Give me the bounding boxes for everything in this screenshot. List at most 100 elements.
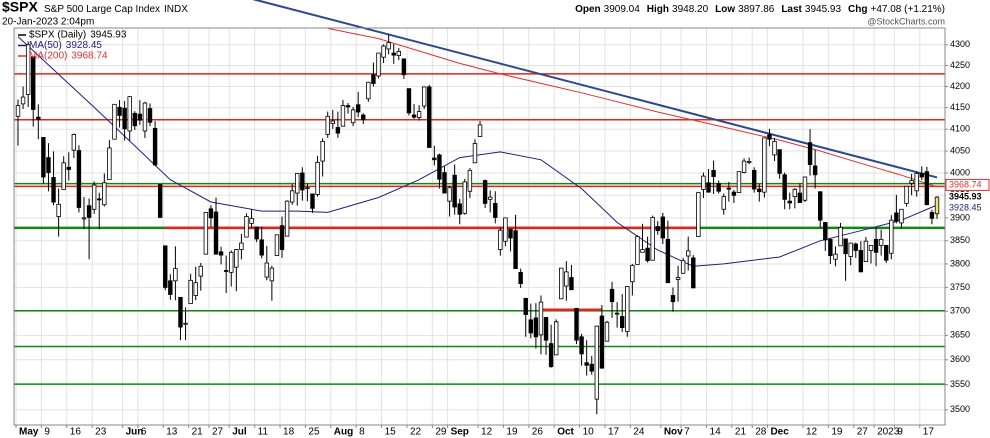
candle-body bbox=[594, 325, 600, 400]
candle-body bbox=[574, 307, 579, 341]
candle-body bbox=[218, 251, 224, 256]
candle-body bbox=[457, 203, 462, 215]
moving-average bbox=[17, 36, 938, 267]
candle-body bbox=[244, 216, 249, 238]
candle-body bbox=[746, 161, 752, 163]
candle-body bbox=[102, 182, 107, 206]
candle-body bbox=[828, 238, 833, 256]
y-tick-label: 3650 bbox=[950, 330, 970, 340]
candle-body bbox=[315, 161, 320, 195]
candle-body bbox=[548, 343, 554, 368]
candle-body bbox=[919, 173, 924, 178]
x-tick-label: 7 bbox=[684, 427, 690, 438]
quote-label: Last bbox=[781, 4, 802, 15]
candle-body bbox=[411, 114, 417, 118]
candle-body bbox=[513, 230, 518, 270]
x-tick-label: 27 bbox=[212, 427, 224, 438]
candle-body bbox=[772, 140, 777, 156]
y-tick-label: 3850 bbox=[950, 235, 970, 245]
y-tick-label: 3750 bbox=[950, 282, 970, 292]
candle-body bbox=[157, 184, 163, 218]
candle-body bbox=[66, 166, 71, 170]
x-tick-label: 21 bbox=[735, 427, 747, 438]
quote-label: Low bbox=[715, 4, 735, 15]
candle-body bbox=[884, 244, 889, 261]
candle-body bbox=[173, 268, 178, 282]
x-tick-label: 17 bbox=[923, 427, 935, 438]
candle-body bbox=[863, 240, 869, 263]
quote-value: 3897.86 bbox=[738, 4, 775, 15]
candle-body bbox=[376, 52, 381, 77]
candle-body bbox=[640, 249, 645, 253]
plot-area bbox=[14, 0, 945, 415]
candle-body bbox=[371, 74, 376, 84]
candle-body bbox=[503, 217, 508, 242]
candle-body bbox=[878, 238, 884, 246]
candle-body bbox=[432, 157, 437, 161]
candle-body bbox=[406, 88, 412, 114]
x-tick-label: 10 bbox=[583, 427, 595, 438]
candle-body bbox=[152, 127, 158, 166]
grid bbox=[14, 28, 945, 425]
candle-body bbox=[853, 243, 858, 251]
legend-name: MA(200) bbox=[29, 51, 67, 62]
candle-body bbox=[670, 295, 676, 303]
candle-body bbox=[487, 196, 493, 200]
candle-body bbox=[787, 200, 792, 204]
x-tick-label: May bbox=[19, 427, 39, 438]
candle-body bbox=[447, 187, 452, 202]
candle-body bbox=[543, 317, 549, 341]
candle-body bbox=[396, 50, 402, 56]
candle-body bbox=[518, 271, 523, 285]
y-tick-label: 4300 bbox=[950, 39, 970, 49]
candle-body bbox=[289, 190, 295, 203]
candle-body bbox=[305, 187, 310, 190]
candle-body bbox=[452, 174, 457, 208]
candle-body bbox=[208, 208, 214, 219]
x-tick-label: 24 bbox=[633, 427, 645, 438]
candle-body bbox=[112, 103, 117, 140]
candle-body bbox=[528, 319, 534, 334]
candle-body bbox=[178, 296, 183, 328]
candle-body bbox=[889, 219, 894, 254]
candle-body bbox=[71, 134, 77, 151]
candle-body bbox=[630, 264, 635, 283]
candle-body bbox=[168, 280, 173, 295]
candle-body bbox=[325, 115, 330, 135]
candle-body bbox=[310, 193, 315, 209]
candle-body bbox=[782, 174, 787, 200]
x-tick-label: 12 bbox=[481, 427, 493, 438]
x-tick-label: 15 bbox=[385, 427, 397, 438]
candle-body bbox=[183, 322, 188, 325]
candle-body bbox=[538, 301, 544, 336]
price-tag: 3928.45 bbox=[949, 202, 982, 212]
quote-value: 3909.04 bbox=[604, 4, 641, 15]
candle-body bbox=[421, 86, 427, 107]
candle-body bbox=[147, 108, 153, 123]
candle-body bbox=[802, 176, 808, 201]
candle-body bbox=[127, 96, 132, 132]
candle-body bbox=[777, 149, 782, 174]
x-tick-label: Nov bbox=[664, 427, 683, 438]
candle-body bbox=[46, 157, 51, 173]
x-tick-label: 21 bbox=[192, 427, 204, 438]
x-tick-label: 23 bbox=[95, 427, 107, 438]
y-tick-label: 4100 bbox=[950, 124, 970, 134]
candle-body bbox=[350, 109, 356, 124]
index-name: S&P 500 Large Cap Index bbox=[44, 4, 160, 15]
x-tick-label: 11 bbox=[258, 427, 269, 438]
candle-body bbox=[604, 321, 610, 342]
candle-body bbox=[589, 363, 594, 372]
candle-body bbox=[569, 277, 574, 291]
candle-body bbox=[366, 81, 371, 100]
candle-body bbox=[797, 192, 803, 203]
candle-body bbox=[741, 160, 747, 173]
candle-body bbox=[330, 120, 335, 125]
candle-body bbox=[767, 134, 772, 140]
candle-body bbox=[899, 208, 904, 224]
quote-label: High bbox=[647, 4, 669, 15]
candle-body bbox=[650, 217, 655, 261]
legend-value: 3928.45 bbox=[66, 40, 103, 51]
candle-body bbox=[858, 250, 864, 273]
